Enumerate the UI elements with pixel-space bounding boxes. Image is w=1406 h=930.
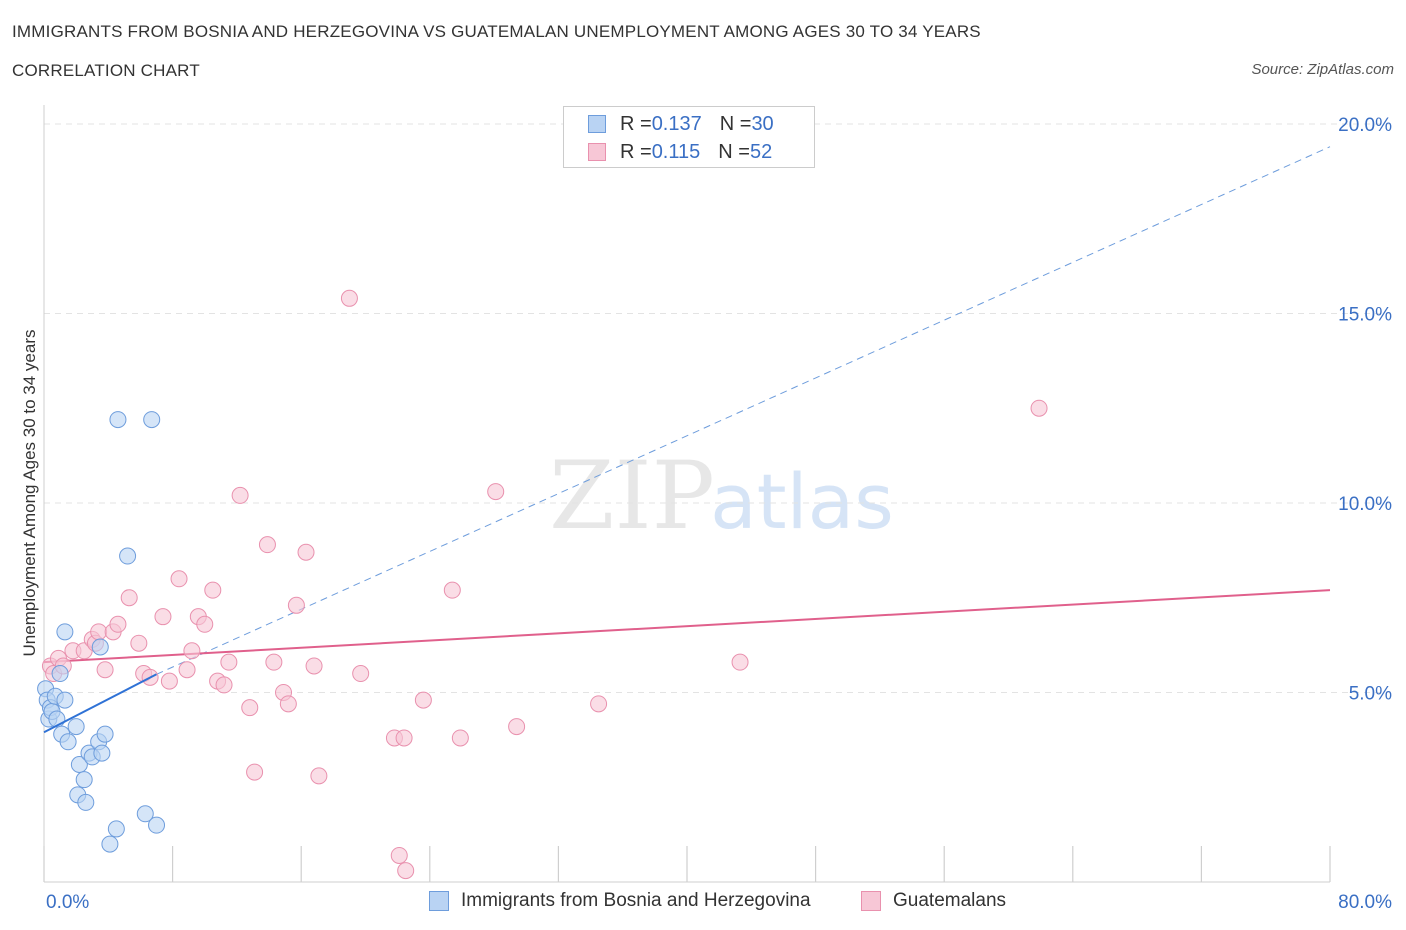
point-guatemalans: [279, 695, 297, 713]
point-guatemalans: [287, 596, 305, 614]
point-guatemalans: [297, 543, 315, 561]
point-guatemalans: [120, 589, 138, 607]
point-guatemalans: [352, 665, 370, 683]
chart-title: IMMIGRANTS FROM BOSNIA AND HERZEGOVINA V…: [12, 22, 981, 41]
point-guatemalans: [170, 570, 188, 588]
source-credit: Source: ZipAtlas.com: [1251, 61, 1394, 78]
point-guatemalans: [109, 615, 127, 633]
series-swatch-pink: [861, 891, 881, 911]
point-bosnia: [75, 771, 93, 789]
y-tick-label: 15.0%: [1338, 304, 1392, 325]
point-guatemalans: [178, 661, 196, 679]
point-guatemalans: [731, 653, 749, 671]
chart-subtitle: CORRELATION CHART: [12, 61, 200, 80]
point-guatemalans: [231, 486, 249, 504]
point-bosnia: [51, 665, 69, 683]
point-guatemalans: [305, 657, 323, 675]
point-bosnia: [56, 691, 74, 709]
series-legend: Immigrants from Bosnia and Herzegovina G…: [0, 888, 1406, 914]
point-guatemalans: [204, 581, 222, 599]
watermark-atlas: atlas: [710, 457, 894, 546]
legend-r-label: R =: [620, 140, 652, 163]
y-tick-label: 10.0%: [1338, 494, 1392, 515]
point-bosnia: [136, 805, 154, 823]
point-guatemalans: [160, 672, 178, 690]
point-guatemalans: [443, 581, 461, 599]
point-bosnia: [148, 816, 166, 834]
legend-n-value: 30: [751, 112, 774, 135]
point-bosnia: [101, 835, 119, 853]
point-guatemalans: [96, 661, 114, 679]
legend-r-value: 0.137: [651, 112, 702, 135]
point-bosnia: [96, 725, 114, 743]
point-guatemalans: [246, 763, 264, 781]
point-guatemalans: [258, 536, 276, 554]
point-bosnia: [56, 623, 74, 641]
legend-row-bosnia: R = 0.137 N = 30: [588, 111, 774, 137]
point-guatemalans: [310, 767, 328, 785]
point-guatemalans: [508, 718, 526, 736]
point-bosnia: [119, 547, 137, 565]
point-guatemalans: [390, 846, 408, 864]
point-bosnia: [67, 718, 85, 736]
legend-r-value: 0.115: [651, 140, 701, 163]
point-guatemalans: [451, 729, 469, 747]
point-guatemalans: [395, 729, 413, 747]
point-guatemalans: [130, 634, 148, 652]
series-label-guatemalans: Guatemalans: [893, 890, 1007, 911]
trendline-bosnia-extrapolated: [156, 146, 1331, 675]
stats-legend: R = 0.137 N = 30 R = 0.115 N = 52: [563, 106, 815, 168]
legend-n-label: N =: [718, 140, 750, 163]
point-bosnia: [107, 820, 125, 838]
point-bosnia: [77, 793, 95, 811]
point-guatemalans: [1030, 399, 1048, 417]
x-tick-label: 0.0%: [46, 892, 89, 913]
watermark-zip: ZIP: [549, 442, 715, 551]
point-bosnia: [93, 744, 111, 762]
point-guatemalans: [196, 615, 214, 633]
series-legend-guatemalans[interactable]: Guatemalans: [861, 888, 1006, 914]
trendline-bosnia: [43, 673, 157, 734]
point-bosnia: [70, 756, 88, 774]
y-tick-label: 5.0%: [1349, 683, 1392, 704]
point-guatemalans: [590, 695, 608, 713]
watermark: ZIP atlas: [549, 442, 894, 551]
trendline-guatemalans: [43, 589, 1331, 664]
point-guatemalans: [241, 699, 259, 717]
point-guatemalans: [215, 676, 233, 694]
point-bosnia: [143, 411, 161, 429]
point-guatemalans: [487, 483, 505, 501]
series-swatch-blue: [429, 891, 449, 911]
point-guatemalans: [183, 642, 201, 660]
point-guatemalans: [340, 289, 358, 307]
point-guatemalans: [90, 623, 108, 641]
legend-n-label: N =: [719, 112, 752, 135]
point-guatemalans: [414, 691, 432, 709]
legend-row-guatemalans: R = 0.115 N = 52: [588, 139, 772, 165]
point-bosnia: [91, 638, 109, 656]
legend-r-label: R =: [620, 112, 652, 135]
point-guatemalans: [265, 653, 283, 671]
series-label-bosnia: Immigrants from Bosnia and Herzegovina: [461, 890, 811, 911]
legend-swatch-blue: [588, 115, 606, 133]
point-bosnia: [59, 733, 77, 751]
point-guatemalans: [220, 653, 238, 671]
series-legend-bosnia[interactable]: Immigrants from Bosnia and Herzegovina: [429, 888, 811, 914]
x-tick-label: 80.0%: [1338, 892, 1392, 913]
point-guatemalans: [397, 862, 415, 880]
y-tick-label: 20.0%: [1338, 115, 1392, 136]
legend-n-value: 52: [749, 140, 773, 163]
legend-swatch-pink: [588, 143, 606, 161]
point-bosnia: [109, 411, 127, 429]
point-guatemalans: [154, 608, 172, 626]
